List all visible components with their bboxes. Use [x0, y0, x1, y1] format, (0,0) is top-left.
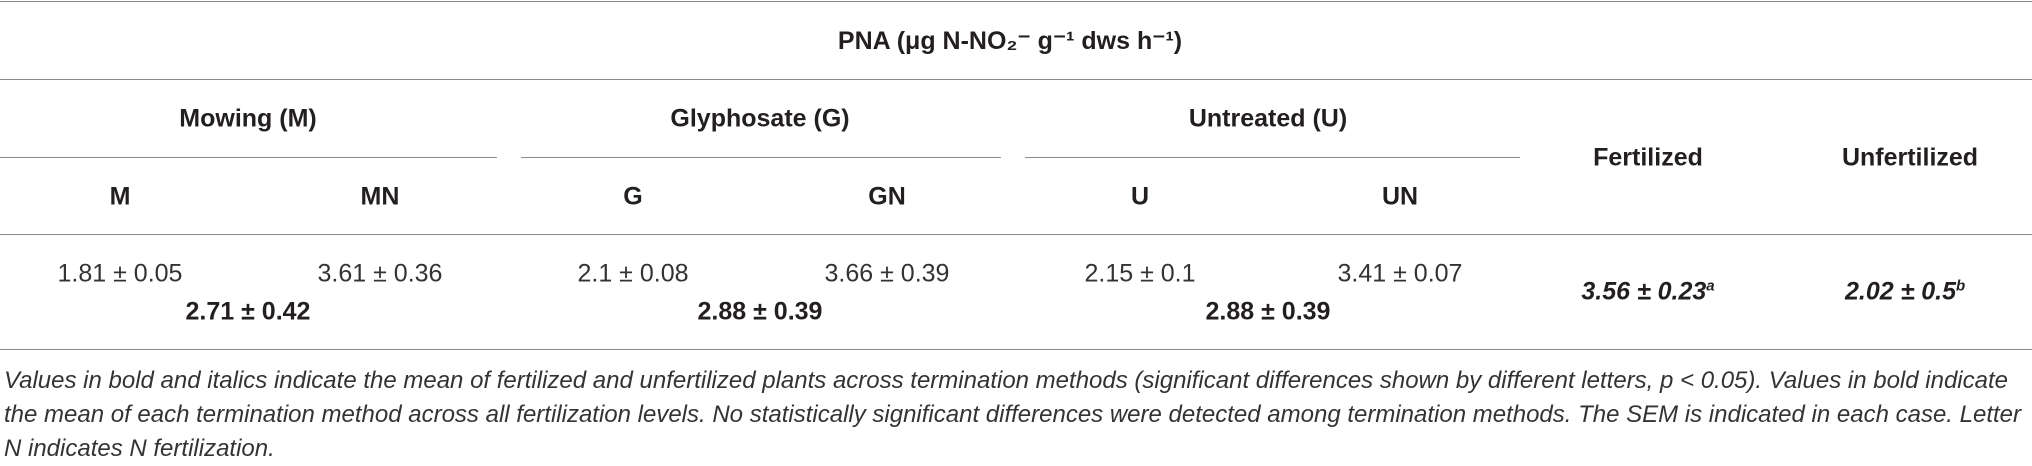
group-header: Glyphosate (G) [670, 104, 850, 133]
cell-value: 3.41 ± 0.07 [1337, 259, 1463, 288]
group-mean: 2.71 ± 0.42 [185, 297, 311, 326]
column-header: Unfertilized [1841, 143, 1979, 172]
mean-value: 2.02 ± 0.5 [1845, 277, 1957, 306]
significance-letter: b [1956, 277, 1966, 295]
fertilization-mean: 3.56 ± 0.23a [1581, 277, 1714, 306]
cell-value: 2.15 ± 0.1 [1084, 259, 1196, 288]
group-rule [1025, 157, 1520, 158]
group-rule [521, 157, 1001, 158]
column-header: U [1130, 182, 1150, 211]
cell-value: 3.66 ± 0.39 [824, 259, 950, 288]
rule [0, 79, 2032, 80]
table-title: PNA (μg N-NO₂⁻ g⁻¹ dws h⁻¹) [837, 27, 1183, 55]
mean-value: 3.56 ± 0.23 [1581, 277, 1707, 306]
column-header: Fertilized [1593, 143, 1703, 172]
fertilization-mean: 2.02 ± 0.5b [1845, 277, 1965, 306]
cell-value: 3.61 ± 0.36 [317, 259, 443, 288]
column-header: GN [868, 182, 906, 211]
footnote: Values in bold and italics indicate the … [4, 367, 2022, 462]
column-header: G [623, 182, 643, 211]
group-mean: 2.88 ± 0.39 [697, 297, 823, 326]
bottom-rule [0, 349, 2032, 350]
rule [0, 234, 2032, 235]
group-header: Mowing (M) [179, 104, 317, 133]
column-header: MN [360, 182, 400, 211]
group-rule [0, 157, 497, 158]
column-header: M [109, 182, 131, 211]
cell-value: 2.1 ± 0.08 [577, 259, 689, 288]
top-rule [0, 1, 2032, 2]
column-header: UN [1381, 182, 1419, 211]
group-mean: 2.88 ± 0.39 [1205, 297, 1331, 326]
significance-letter: a [1706, 277, 1715, 295]
cell-value: 1.81 ± 0.05 [57, 259, 183, 288]
group-header: Untreated (U) [1188, 104, 1348, 133]
